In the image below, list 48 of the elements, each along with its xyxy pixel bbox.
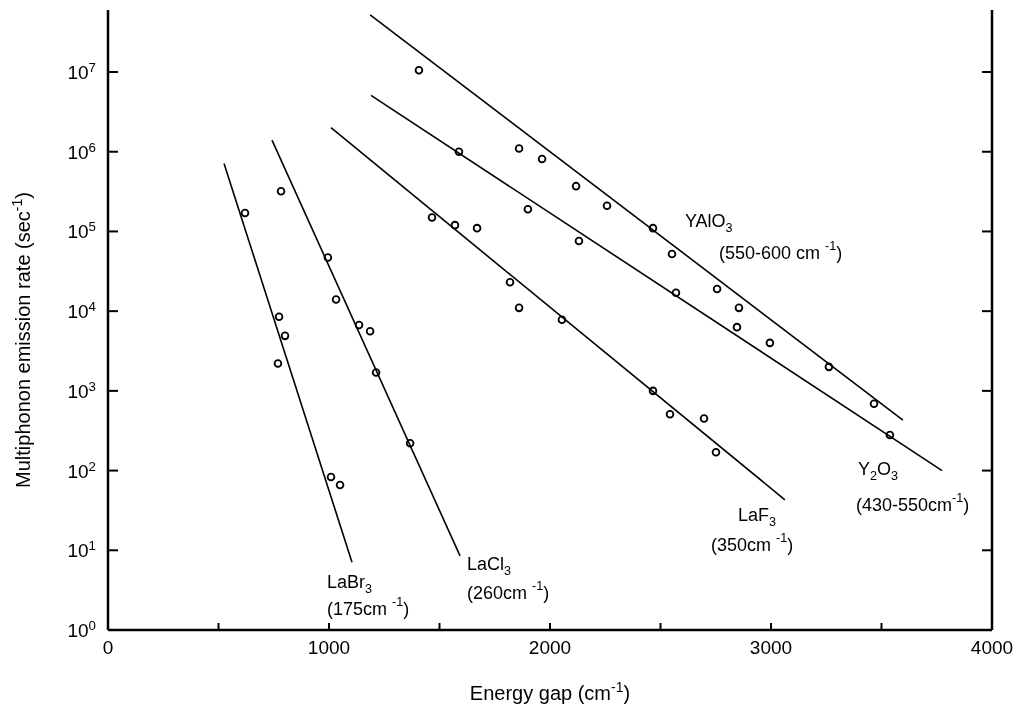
point xyxy=(523,204,533,214)
point xyxy=(280,331,290,341)
point xyxy=(326,472,336,482)
point xyxy=(414,66,424,75)
point xyxy=(240,208,250,218)
point xyxy=(514,303,524,313)
point xyxy=(574,236,584,246)
point xyxy=(732,322,742,332)
x-tick-label: 2000 xyxy=(528,637,572,658)
series-label: LaF$_{3}$ (350cm $^{-1}$) xyxy=(710,504,794,555)
point xyxy=(667,249,677,259)
point xyxy=(711,447,721,457)
point xyxy=(276,186,286,196)
y-tick-label: 10$^{2}$ xyxy=(67,458,96,482)
x-axis-title: Energy gap (cm$^{-1}$) xyxy=(469,679,631,704)
y-tick-label: 10$^{1}$ xyxy=(67,537,96,562)
x-tick-label: 1000 xyxy=(307,637,351,658)
y-tick-label: 10$^{6}$ xyxy=(67,139,96,163)
y-tick-label: 10$^{5}$ xyxy=(67,218,96,243)
y-tick-label: 10$^{0}$ xyxy=(67,617,96,641)
point xyxy=(571,181,581,191)
point xyxy=(505,278,515,287)
series-label: YAlO$_{3}$ (550-600 cm $^{-1}$) xyxy=(684,210,843,263)
point xyxy=(665,409,675,419)
y-tick-label: 10$^{7}$ xyxy=(67,59,96,84)
series-label: LaCl$_{3}$ (260cm $^{-1}$) xyxy=(467,553,550,603)
x-tick-label: 0 xyxy=(102,637,114,658)
point xyxy=(514,144,524,153)
point xyxy=(274,312,284,322)
point xyxy=(472,223,482,233)
y-tick-label: 10$^{3}$ xyxy=(67,378,96,402)
point xyxy=(699,414,709,423)
point xyxy=(331,295,341,304)
series-label: LaBr$_{3}$ (175cm $^{-1}$) xyxy=(326,571,410,619)
y-tick-label: 10$^{4}$ xyxy=(67,298,96,323)
point xyxy=(365,326,375,336)
point xyxy=(734,303,744,313)
point xyxy=(427,213,437,222)
x-tick-label: 4000 xyxy=(970,637,1014,658)
point xyxy=(765,338,775,348)
point xyxy=(273,359,283,368)
point xyxy=(537,154,547,164)
point xyxy=(335,480,345,490)
point xyxy=(712,284,722,294)
point xyxy=(869,399,879,408)
x-tick-label: 3000 xyxy=(749,637,793,658)
legend-label: Y$_{2}$O$_{3}$ (430-550cm$^{-1}$) xyxy=(856,458,970,515)
point xyxy=(602,201,612,211)
